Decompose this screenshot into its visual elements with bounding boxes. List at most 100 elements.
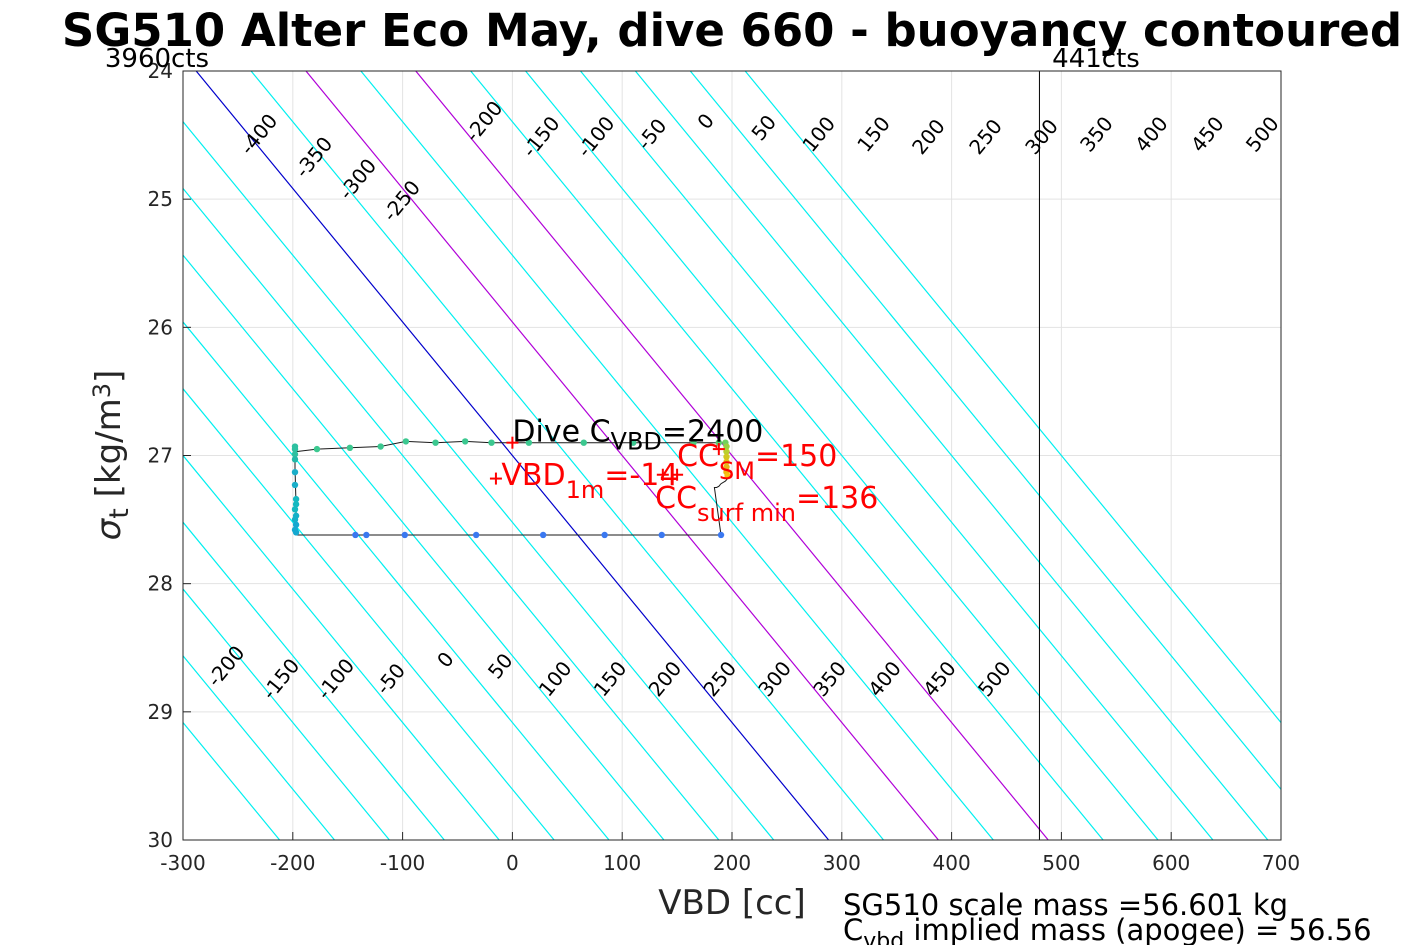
dive-point — [629, 439, 637, 446]
cc-sm-sub: SM — [719, 457, 755, 485]
cc-sm-prefix: CC — [677, 439, 719, 474]
dive-cvbd-annotation: Dive CVBD=2400 — [512, 414, 763, 455]
x-tick-label: 500 — [1042, 851, 1080, 875]
cc-surf-min-prefix: CC — [655, 481, 697, 516]
footer-c: C — [843, 913, 863, 945]
contour-line — [580, 71, 1214, 840]
dive-point — [723, 443, 730, 450]
contour-line — [183, 654, 335, 840]
contour-line — [634, 71, 1269, 840]
dive-point — [461, 438, 469, 445]
y-axis-label: σt [kg/m3] — [88, 370, 135, 541]
contour-line — [183, 588, 390, 840]
footer-c-sub: vbd — [863, 929, 904, 945]
contour-line — [195, 71, 830, 840]
dive-point — [539, 531, 547, 539]
y-axis-unit: [kg/m — [89, 398, 129, 508]
dive-point — [292, 529, 300, 536]
y-tick-label: 24 — [148, 59, 173, 83]
dive-point — [292, 521, 300, 528]
plus-marker — [489, 472, 502, 485]
dive-point — [291, 456, 299, 463]
dive-point — [352, 531, 359, 539]
x-tick-label: 100 — [603, 851, 641, 875]
dive-point — [724, 472, 731, 480]
contour-line — [525, 71, 1159, 840]
plus-marker — [671, 468, 684, 481]
contour-line — [183, 120, 775, 840]
dive-point — [291, 481, 299, 489]
contour-line — [744, 71, 1281, 724]
x-axis-label: VBD [cc] — [658, 883, 806, 923]
contour-line — [689, 71, 1281, 791]
footer-implied-text: implied mass (apogee) = 56.56 — [904, 913, 1371, 945]
dive-point — [291, 516, 299, 523]
x-tick-label: 400 — [933, 851, 971, 875]
corner-label-left: 3960cts — [105, 44, 209, 74]
dive-point — [313, 445, 321, 453]
plus-marker — [506, 436, 519, 449]
y-tick-label: 26 — [148, 315, 173, 339]
dive-point — [690, 439, 697, 446]
y-tick-label: 27 — [148, 444, 173, 468]
dive-point — [525, 439, 533, 446]
contour-line — [415, 71, 1049, 840]
x-tick-label: 300 — [823, 851, 861, 875]
contour-line — [360, 71, 994, 840]
y-tick-label: 30 — [148, 828, 173, 852]
axis-ticks: -300 -200 -100 0 100 200 300 400 500 600 700 24 25 26… — [148, 59, 1301, 875]
dive-point — [432, 439, 439, 446]
markers — [489, 436, 725, 485]
vbd-1m-sub: 1m — [566, 476, 605, 504]
dive-point — [377, 443, 384, 450]
dive-point — [723, 448, 730, 455]
dive-cvbd-sub: VBD — [611, 428, 662, 456]
dive-point — [472, 531, 480, 539]
chart-title: SG510 Alter Eco May, dive 660 - buoyancy… — [62, 4, 1402, 57]
dive-point — [658, 531, 665, 539]
dive-point — [291, 506, 299, 513]
vbd-1m-value: =-14 — [604, 458, 678, 493]
y-tick-label: 29 — [148, 700, 173, 724]
vbd-1m-annotation: VBD1m=-14 — [501, 458, 678, 504]
plus-marker — [656, 468, 669, 481]
dive-point — [291, 451, 299, 458]
dive-cvbd-value: =2400 — [662, 414, 763, 449]
contour-line — [183, 187, 720, 840]
footer-implied-mass: Cvbd implied mass (apogee) = 56.56 — [843, 913, 1372, 945]
y-tick-label: 28 — [148, 572, 173, 596]
contour-line — [183, 254, 665, 840]
dive-point — [402, 438, 410, 445]
dive-point — [723, 453, 730, 460]
dive-point — [363, 531, 370, 539]
x-tick-label: -100 — [380, 851, 425, 875]
contour-line — [183, 521, 445, 840]
contour-line — [250, 71, 884, 840]
contour-line — [470, 71, 1104, 840]
y-axis-sigma: σ — [89, 517, 129, 540]
cc-surf-min-annotation: CCsurf min=136 — [655, 481, 878, 527]
dive-point — [715, 439, 723, 446]
x-tick-label: -200 — [270, 851, 315, 875]
dive-point — [488, 439, 495, 446]
dive-point — [580, 439, 587, 446]
plus-marker — [712, 443, 725, 456]
cc-surf-min-sub: surf min — [697, 499, 796, 527]
y-axis-unit-close: ] — [89, 370, 129, 383]
cc-sm-annotation: CCSM=150 — [677, 439, 837, 485]
footer-scale-mass: SG510 scale mass =56.601 kg — [843, 888, 1288, 922]
cc-surf-min-value: =136 — [796, 481, 878, 516]
dive-track — [291, 438, 731, 539]
x-tick-label: 0 — [506, 851, 519, 875]
contour-line — [183, 454, 500, 840]
dive-point — [346, 444, 354, 452]
y-tick-label: 25 — [148, 187, 173, 211]
dive-cvbd-prefix: Dive C — [512, 414, 610, 449]
x-tick-label: 700 — [1262, 851, 1300, 875]
x-tick-label: -300 — [160, 851, 205, 875]
dive-point — [401, 531, 408, 539]
buoyancy-contours — [183, 71, 1281, 840]
dive-point — [291, 445, 299, 453]
contour-line — [305, 71, 939, 840]
